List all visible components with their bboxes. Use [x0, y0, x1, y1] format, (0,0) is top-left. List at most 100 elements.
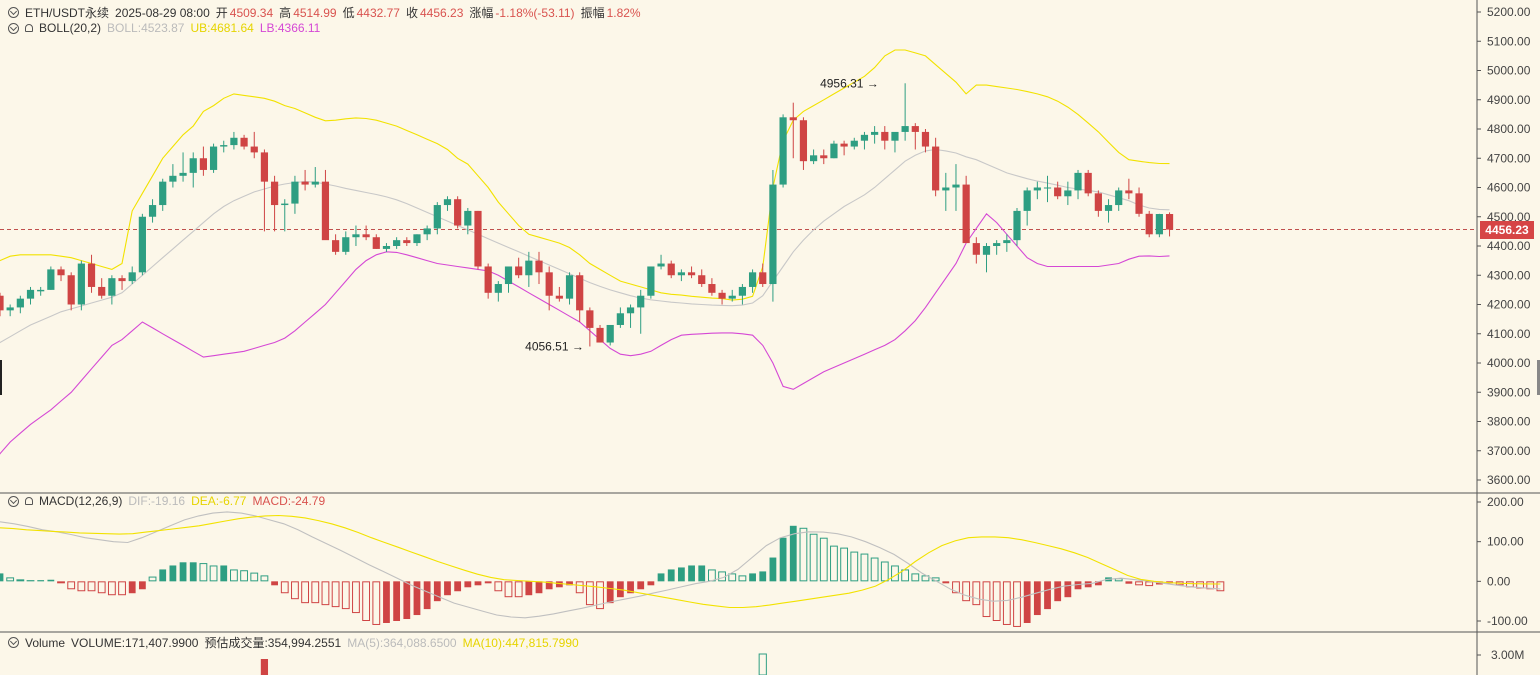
collapse-icon[interactable] [8, 7, 19, 18]
candle-body [565, 275, 574, 299]
symbol: ETH/USDT永续 [25, 6, 110, 20]
close-label: 收 [405, 6, 418, 20]
candle-body [962, 184, 970, 244]
candle-body [1054, 187, 1062, 197]
macd-histogram-bar [372, 581, 381, 625]
candle-body [1084, 172, 1092, 194]
macd-dea-line [0, 514, 1221, 609]
collapse-icon[interactable] [8, 22, 19, 34]
candle-body [311, 181, 319, 185]
macd-histogram-bar [555, 581, 563, 588]
boll-ub-value: UB:4681.64 [190, 21, 254, 35]
price-tick-label: 3600.00 [1487, 473, 1531, 487]
macd-histogram-bar [189, 562, 197, 582]
candle-body [1003, 240, 1011, 244]
candle-body [494, 284, 502, 293]
candle-body [291, 181, 299, 204]
macd-histogram-bar [1125, 581, 1133, 584]
macd-histogram-bar [982, 581, 991, 618]
boll-lower-band [0, 212, 1170, 455]
candle-body [433, 205, 441, 229]
change-value: -1.18%(-53.11) [495, 5, 575, 20]
macd-histogram-bar [952, 581, 960, 594]
candle-body [403, 240, 411, 244]
macd-histogram-bar [1054, 581, 1062, 602]
macd-histogram-bar [667, 569, 675, 582]
macd-histogram-bar [840, 547, 849, 582]
candle-body [1064, 190, 1072, 197]
macd-histogram-bar [413, 581, 421, 616]
macd-histogram-bar [271, 581, 278, 586]
candle-body [972, 243, 980, 255]
candle-body [1135, 193, 1143, 214]
boll-name: BOLL(20,2) [39, 21, 102, 35]
macd-histogram-bar [1044, 581, 1051, 610]
low-value: 4432.77 [356, 5, 400, 20]
macd-histogram-bar [311, 581, 320, 604]
candle-body [87, 263, 96, 287]
macd-histogram-bar [566, 581, 573, 586]
scroll-handle [1537, 360, 1540, 395]
macd-histogram-bar [819, 537, 828, 582]
macd-histogram-bar [383, 581, 390, 623]
candle-body [820, 155, 828, 159]
macd-histogram-bar [575, 581, 584, 594]
volume-bar [758, 653, 767, 675]
macd-histogram-bar [514, 581, 523, 598]
candle-body [77, 263, 85, 305]
price-tick-label: 3900.00 [1487, 385, 1531, 399]
macd-histogram-bar [403, 581, 411, 620]
collapse-icon[interactable] [8, 495, 19, 507]
macd-histogram-bar [738, 575, 747, 582]
candle-body [26, 289, 35, 299]
candle-body [718, 292, 726, 299]
macd-histogram-bar [1002, 581, 1011, 625]
volume-ma10: MA(10):447,815.7990 [462, 635, 579, 650]
candle-body [372, 237, 380, 249]
macd-histogram-bar [809, 533, 818, 582]
price-tick-label: 4500.00 [1487, 210, 1531, 224]
low-label: 低 [342, 6, 355, 20]
macd-histogram-bar [708, 569, 716, 582]
macd-histogram-bar [37, 580, 45, 582]
candle-body [342, 237, 350, 252]
macd-histogram-bar [423, 581, 431, 610]
collapse-icon[interactable] [8, 637, 19, 648]
candle-body [881, 131, 889, 141]
price-tick-label: 4800.00 [1487, 122, 1531, 136]
macd-histogram-bar [779, 537, 787, 582]
candle-body [98, 286, 106, 296]
macd-histogram-bar [77, 581, 86, 592]
macd-histogram-bar [220, 565, 228, 582]
macd-histogram-bar [1074, 581, 1082, 590]
macd-histogram-bar [67, 581, 76, 590]
candle-body [871, 131, 879, 135]
candle-body [606, 324, 614, 343]
macd-histogram-bar [209, 565, 218, 582]
candle-body [637, 295, 645, 308]
candle-body [687, 272, 696, 276]
bell-icon[interactable] [25, 497, 33, 505]
macd-histogram-bar [352, 581, 360, 614]
macd-histogram-bar [585, 581, 594, 606]
candle-body [1155, 214, 1163, 235]
macd-histogram-bar [962, 581, 971, 602]
candle-body [199, 158, 207, 170]
macd-histogram-bar [647, 581, 655, 586]
macd-histogram-bar [880, 561, 889, 582]
price-tick-label: 3800.00 [1487, 415, 1531, 429]
bell-icon[interactable] [25, 24, 33, 32]
macd-histogram-bar [525, 581, 533, 596]
macd-tick-label: 200.00 [1487, 495, 1524, 509]
macd-tick-label: 0.00 [1487, 574, 1511, 588]
candle-body [6, 307, 14, 311]
open-label: 开 [215, 6, 228, 20]
macd-histogram-bar [97, 581, 106, 594]
macd-histogram-bar [341, 581, 350, 610]
candle-body [708, 284, 716, 293]
candle-body [698, 275, 706, 285]
macd-histogram-bar [545, 581, 553, 590]
candle-body [942, 187, 950, 191]
candle-body [382, 246, 391, 249]
